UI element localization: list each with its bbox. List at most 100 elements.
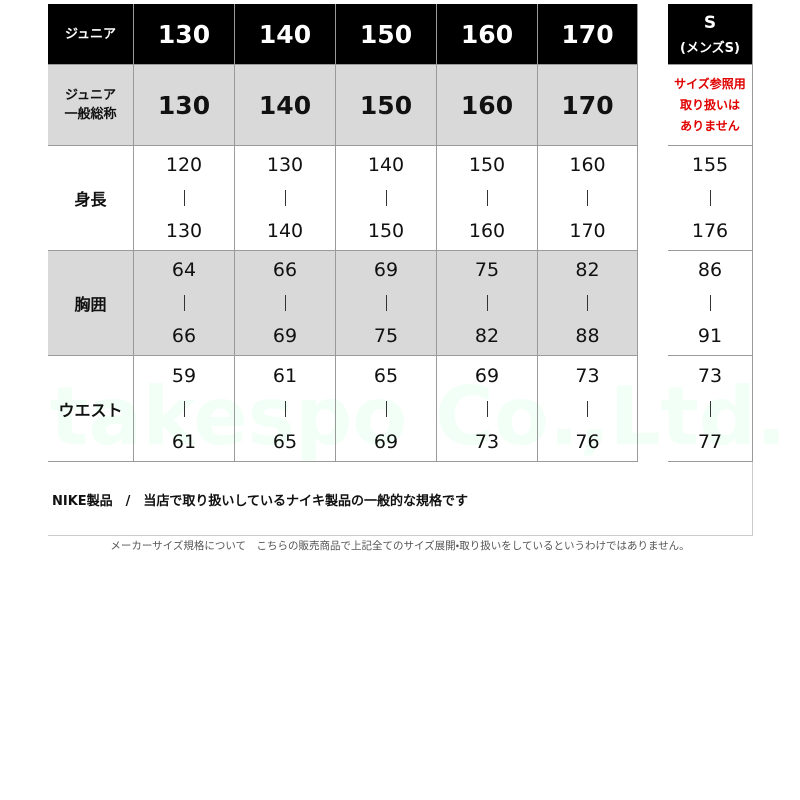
header-size-cell: 140 xyxy=(235,4,336,65)
row-label-cell: 胸囲 xyxy=(48,251,134,356)
range-min: 73 xyxy=(575,364,600,387)
range-max: 170 xyxy=(569,220,606,242)
range-max: 160 xyxy=(468,220,506,242)
range-separator xyxy=(709,295,711,311)
range-max: 91 xyxy=(697,325,723,347)
caption: メーカーサイズ規格について こちらの販売商品で上記全てのサイズ展開・取り扱いをし… xyxy=(110,540,690,552)
range-min: 140 xyxy=(367,154,405,176)
range-cell: 66 69 xyxy=(235,251,336,356)
range-cell: 73 76 xyxy=(538,356,638,462)
general-label-cell: ジュニア 一般総称 xyxy=(48,65,134,146)
range-separator xyxy=(709,190,711,206)
header-size-cell: 160 xyxy=(437,4,538,65)
general-size: 170 xyxy=(561,90,614,120)
general-size-cell: 150 xyxy=(336,65,437,146)
range-cell: 75 82 xyxy=(437,251,538,356)
range-max: 130 xyxy=(165,220,203,242)
general-label: ジュニア xyxy=(64,88,117,103)
header-size-cell: 150 xyxy=(336,4,437,65)
range-separator xyxy=(385,190,387,206)
range-max: 69 xyxy=(272,325,298,347)
range-min: 69 xyxy=(474,364,500,387)
header-size: 160 xyxy=(460,19,514,49)
range-min: 150 xyxy=(468,154,506,176)
general-size: 140 xyxy=(258,90,312,120)
general-size-cell: 160 xyxy=(437,65,538,146)
s-note: 取り扱いは xyxy=(679,97,740,112)
s-range-cell: 155 176 xyxy=(668,146,753,251)
general-size: 160 xyxy=(460,90,514,120)
s-note: サイズ参照用 xyxy=(674,76,746,91)
range-min: 69 xyxy=(373,259,399,281)
header-size: 130 xyxy=(157,19,211,49)
range-separator xyxy=(486,190,488,206)
s-range-cell: 73 77 xyxy=(668,356,753,462)
range-min: 160 xyxy=(569,154,606,176)
row-label-cell: ウエスト xyxy=(48,356,134,462)
range-separator xyxy=(284,190,286,206)
range-cell: 130 140 xyxy=(235,146,336,251)
range-cell: 160 170 xyxy=(538,146,638,251)
general-size-cell: 170 xyxy=(538,65,638,146)
range-separator xyxy=(385,295,387,311)
range-cell: 82 88 xyxy=(538,251,638,356)
row-label: 胸囲 xyxy=(74,295,107,314)
range-max: 140 xyxy=(266,220,304,242)
range-max: 76 xyxy=(575,430,600,453)
range-min: 66 xyxy=(272,259,298,281)
general-size-cell: 140 xyxy=(235,65,336,146)
s-sub: (メンズS) xyxy=(680,40,740,56)
range-cell: 120 130 xyxy=(134,146,235,251)
range-cell: 69 73 xyxy=(437,356,538,462)
range-max: 66 xyxy=(171,325,197,347)
header-size-cell: 170 xyxy=(538,4,638,65)
range-min: 86 xyxy=(697,259,723,281)
range-cell: 150 160 xyxy=(437,146,538,251)
row-label-cell: 身長 xyxy=(48,146,134,251)
range-separator xyxy=(284,295,286,311)
general-label: 一般総称 xyxy=(64,107,117,122)
range-max: 61 xyxy=(171,430,197,453)
range-cell: 59 61 xyxy=(134,356,235,462)
range-min: 73 xyxy=(697,364,723,387)
range-separator xyxy=(486,400,488,417)
range-max: 69 xyxy=(373,430,399,453)
general-s-cell: サイズ参照用 取り扱いはありません xyxy=(668,65,753,146)
range-min: 59 xyxy=(171,364,197,387)
general-size: 130 xyxy=(157,90,211,120)
range-min: 120 xyxy=(165,154,203,176)
range-min: 64 xyxy=(171,259,197,281)
header-s-cell: S (メンズS) xyxy=(668,4,753,65)
s-note: ありません xyxy=(680,118,740,133)
s-label: S xyxy=(703,12,717,33)
range-min: 155 xyxy=(691,154,729,176)
header-size: 170 xyxy=(561,19,614,49)
s-range-cell: 86 91 xyxy=(668,251,753,356)
range-cell: 69 75 xyxy=(336,251,437,356)
range-separator xyxy=(587,190,588,206)
range-cell: 65 69 xyxy=(336,356,437,462)
header-size-cell: 130 xyxy=(134,4,235,65)
range-separator xyxy=(183,190,185,206)
range-separator xyxy=(183,295,185,311)
general-size: 150 xyxy=(359,90,413,120)
range-max: 150 xyxy=(367,220,405,242)
range-separator xyxy=(284,400,286,417)
range-cell: 61 65 xyxy=(235,356,336,462)
range-min: 82 xyxy=(575,259,600,281)
header-label-cell: ジュニア xyxy=(48,4,134,65)
header-size: 150 xyxy=(359,19,413,49)
range-separator xyxy=(385,400,387,417)
range-max: 75 xyxy=(373,325,399,347)
footer-note: NIKE製品 / 当店で取り扱いしているナイキ製品の一般的な規格です xyxy=(48,462,753,536)
range-separator xyxy=(709,400,711,417)
range-max: 88 xyxy=(575,325,600,347)
range-min: 75 xyxy=(474,259,500,281)
range-separator xyxy=(587,400,588,417)
range-min: 61 xyxy=(272,364,298,387)
range-separator xyxy=(183,400,185,417)
range-max: 176 xyxy=(691,220,729,242)
range-max: 82 xyxy=(474,325,500,347)
general-size-cell: 130 xyxy=(134,65,235,146)
